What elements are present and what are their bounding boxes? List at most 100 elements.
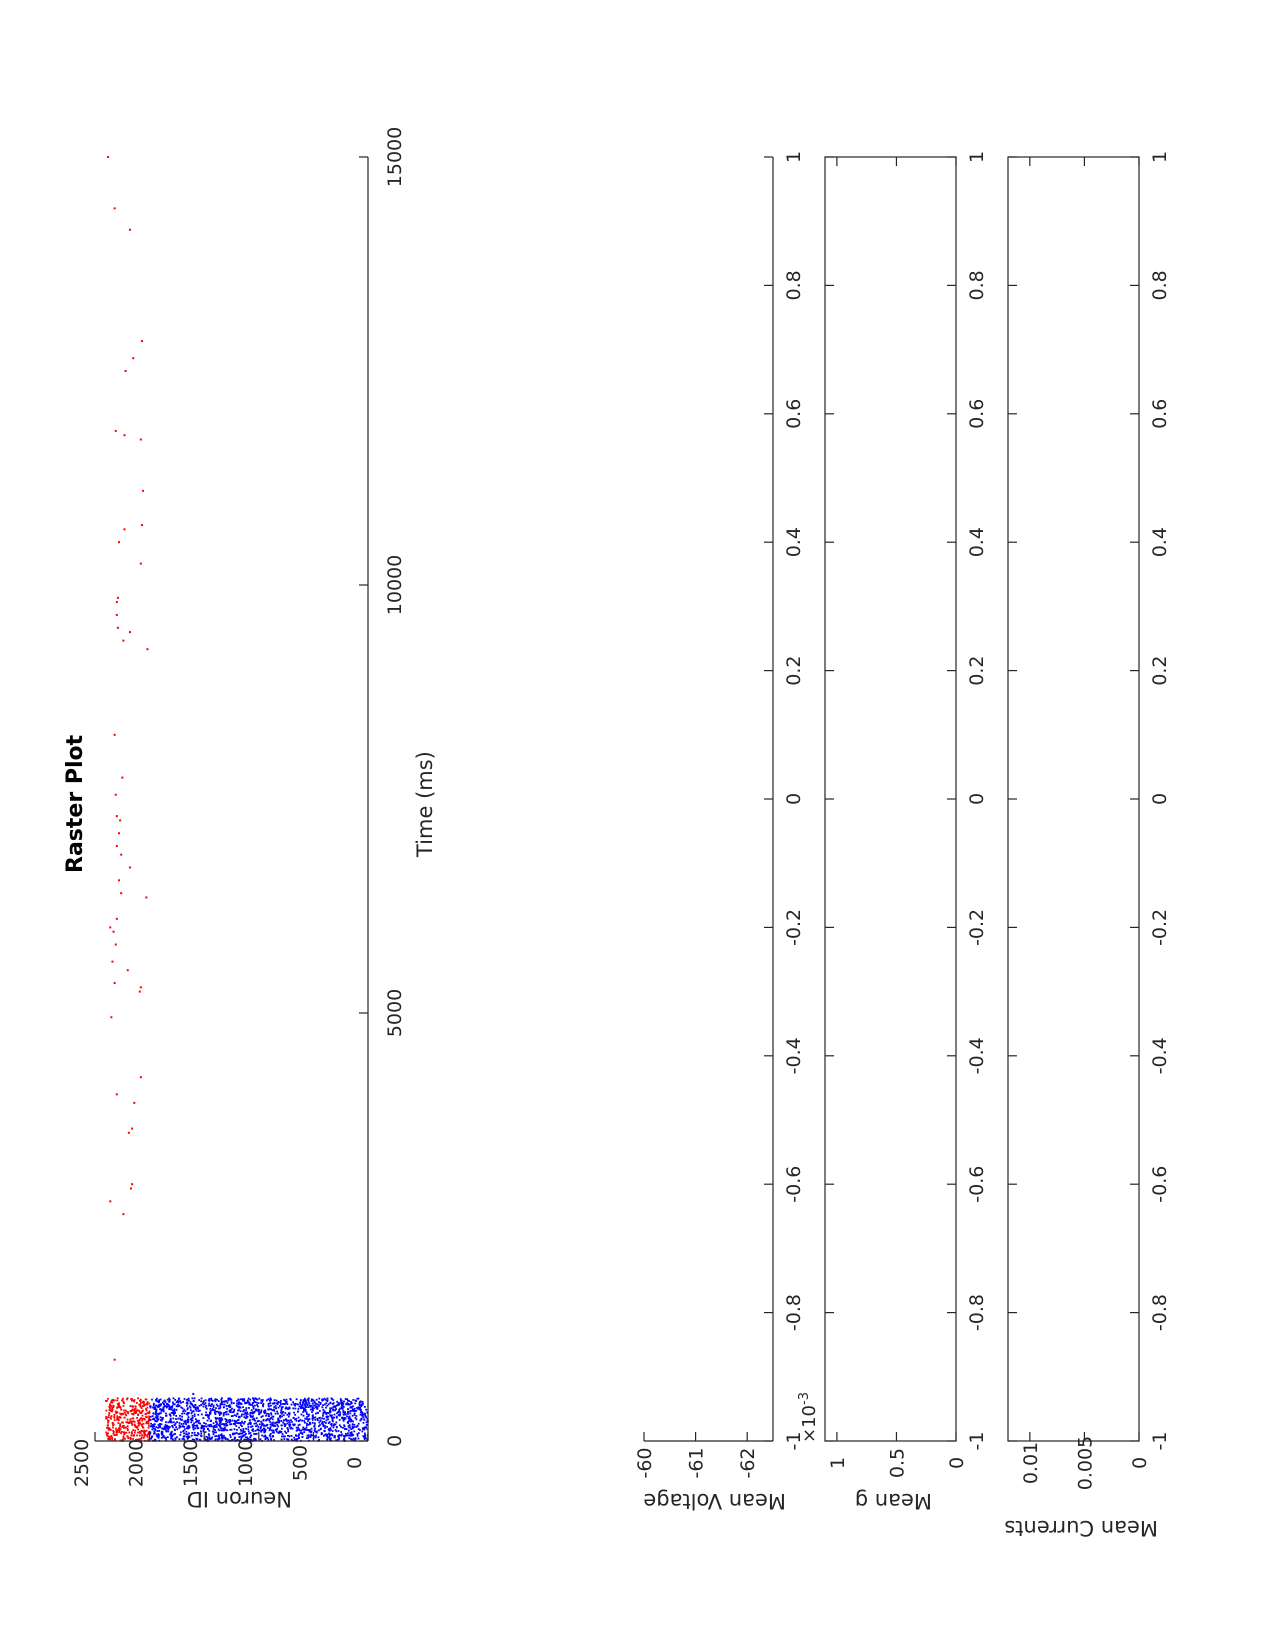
- mean-currents-y-tick-label: 0.005: [1074, 1436, 1096, 1490]
- spike-point: [328, 1427, 331, 1430]
- spike-point: [137, 1431, 140, 1434]
- spike-point: [357, 1406, 360, 1409]
- spike-point: [221, 1403, 224, 1406]
- spike-point: [176, 1428, 179, 1431]
- spike-point: [236, 1402, 239, 1405]
- spike-point: [164, 1424, 167, 1426]
- mean-currents-x-tick-label: -0.4: [1149, 1037, 1171, 1074]
- spike-point: [111, 1401, 114, 1404]
- spike-point: [115, 845, 118, 848]
- spike-point: [305, 1426, 308, 1429]
- spike-point: [179, 1400, 182, 1403]
- spike-point: [166, 1436, 169, 1439]
- spike-point: [126, 1435, 129, 1438]
- spike-point: [237, 1403, 240, 1406]
- spike-point: [275, 1428, 277, 1431]
- spike-point: [132, 357, 135, 360]
- spike-point: [169, 1406, 172, 1408]
- spike-point: [298, 1433, 300, 1436]
- mean-g-plot: -1-0.8-0.6-0.4-0.200.20.40.60.81 1 0.5 0: [824, 151, 988, 1478]
- spike-point: [152, 1418, 154, 1421]
- spike-point: [218, 1414, 221, 1416]
- spike-point: [335, 1415, 338, 1418]
- spike-point: [156, 1417, 158, 1420]
- spike-point: [195, 1406, 197, 1409]
- spike-point: [363, 1432, 366, 1435]
- spike-point: [159, 1416, 162, 1419]
- spike-point: [318, 1438, 321, 1441]
- spike-point: [107, 1397, 109, 1400]
- spike-point: [174, 1398, 177, 1401]
- spike-point: [113, 1419, 116, 1421]
- spike-point: [244, 1401, 247, 1404]
- spike-point: [177, 1401, 180, 1403]
- spike-point: [147, 1420, 150, 1422]
- mean-g-ylabel: Mean g: [854, 1489, 932, 1513]
- spike-point: [263, 1435, 265, 1438]
- spike-point: [113, 207, 116, 210]
- spike-point: [191, 1403, 193, 1406]
- spike-point: [137, 1424, 140, 1427]
- spike-point: [160, 1423, 163, 1426]
- spike-point: [112, 930, 115, 933]
- spike-point: [289, 1427, 292, 1430]
- spike-point: [238, 1406, 240, 1409]
- spike-point: [322, 1425, 325, 1428]
- spike-point: [352, 1409, 355, 1411]
- raster-y-tick-label: 1000: [235, 1439, 257, 1487]
- spike-point: [218, 1417, 221, 1419]
- spike-point: [272, 1435, 274, 1437]
- spike-point: [290, 1438, 293, 1441]
- spike-point: [222, 1400, 225, 1403]
- spike-point: [213, 1426, 215, 1428]
- spike-point: [216, 1417, 218, 1420]
- spike-point: [242, 1428, 245, 1430]
- spike-point: [355, 1418, 358, 1421]
- spike-point: [335, 1416, 338, 1419]
- spike-point: [249, 1432, 252, 1434]
- spike-point: [272, 1421, 275, 1424]
- spike-point: [359, 1400, 362, 1403]
- spike-point: [361, 1403, 364, 1406]
- spike-point: [197, 1433, 200, 1436]
- spike-point: [154, 1406, 156, 1409]
- spike-point: [244, 1411, 246, 1414]
- spike-point: [176, 1403, 179, 1406]
- spike-point: [105, 1409, 108, 1412]
- spike-point: [274, 1407, 277, 1410]
- spike-point: [156, 1420, 158, 1423]
- spike-point: [327, 1415, 330, 1418]
- spike-point: [178, 1397, 181, 1400]
- spike-point: [308, 1430, 311, 1433]
- spike-point: [323, 1417, 325, 1420]
- spike-point: [166, 1424, 169, 1427]
- spike-point: [239, 1402, 242, 1405]
- spike-point: [332, 1409, 335, 1412]
- spike-point: [106, 1400, 108, 1402]
- spike-point: [132, 1429, 135, 1432]
- spike-point: [297, 1435, 300, 1437]
- spike-point: [137, 1438, 140, 1441]
- spike-point: [159, 1412, 162, 1415]
- spike-point: [246, 1438, 249, 1441]
- spike-point: [329, 1414, 332, 1417]
- mean-g-x-tick-label: -0.8: [966, 1294, 988, 1331]
- spike-point: [262, 1404, 264, 1407]
- spike-point: [236, 1428, 238, 1431]
- spike-point: [273, 1406, 276, 1408]
- spike-point: [154, 1439, 157, 1442]
- spike-point: [326, 1415, 329, 1418]
- spike-point: [235, 1432, 238, 1434]
- spike-point: [311, 1411, 313, 1413]
- spike-point: [236, 1405, 239, 1408]
- spike-point: [129, 1418, 132, 1421]
- spike-point: [191, 1415, 194, 1417]
- spike-point: [255, 1409, 258, 1412]
- spike-point: [132, 1413, 135, 1416]
- spike-point: [162, 1435, 164, 1438]
- spike-point: [315, 1402, 318, 1405]
- spike-point: [211, 1403, 213, 1405]
- spike-point: [245, 1407, 248, 1409]
- spike-point: [313, 1435, 316, 1438]
- spike-point: [265, 1399, 268, 1402]
